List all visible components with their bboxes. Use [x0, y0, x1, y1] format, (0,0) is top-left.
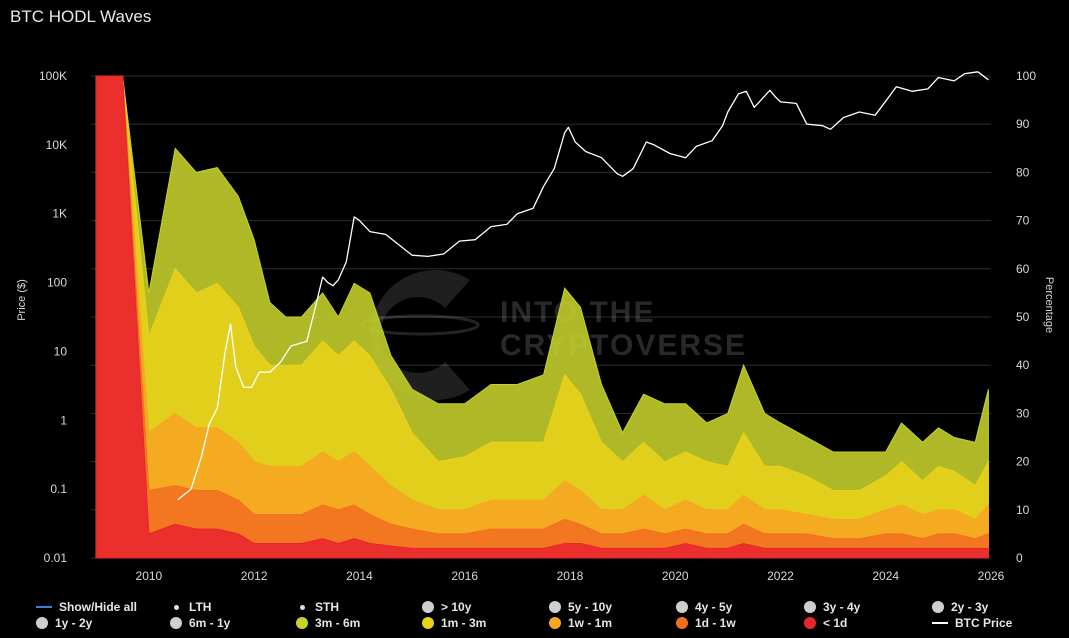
right-axis-title: Percentage [1043, 277, 1055, 333]
legend-item-6m-1y[interactable]: 6m - 1y [170, 616, 230, 630]
legend-label: 3y - 4y [823, 600, 861, 614]
legend-dot-marker [174, 604, 179, 610]
left-tick-label: 0.01 [44, 551, 68, 565]
legend-dot-marker [549, 601, 561, 613]
left-tick-label: 1 [60, 413, 67, 427]
legend-label: 3m - 6m [315, 616, 361, 630]
right-tick-label: 50 [1016, 310, 1030, 324]
legend-dot-marker [549, 617, 561, 629]
right-tick-label: 0 [1016, 551, 1023, 565]
left-tick-label: 0.1 [50, 482, 67, 496]
hodl-waves-chart: INTO THECRYPTOVERSE 20102012201420162018… [16, 69, 1055, 583]
x-tick-label: 2016 [451, 569, 478, 583]
legend-label: 1w - 1m [568, 616, 613, 630]
legend-dot-marker [296, 617, 308, 629]
legend-item-sth[interactable]: STH [296, 600, 339, 614]
legend-label: LTH [189, 600, 212, 614]
left-tick-label: 10K [46, 138, 67, 152]
right-tick-label: 70 [1016, 214, 1030, 228]
legend-label: 1y - 2y [55, 616, 93, 630]
legend-label: 1m - 3m [441, 616, 487, 630]
legend-dot-marker [676, 601, 688, 613]
x-tick-label: 2020 [662, 569, 689, 583]
legend-dot-marker [170, 617, 182, 629]
legend-dot-marker [36, 617, 48, 629]
x-tick-label: 2022 [767, 569, 794, 583]
left-tick-label: 10 [54, 344, 68, 358]
x-tick-label: 2024 [872, 569, 899, 583]
right-tick-label: 60 [1016, 262, 1030, 276]
legend-label: > 10y [441, 600, 472, 614]
left-tick-label: 1K [52, 207, 67, 221]
band-1m-3m [95, 75, 989, 559]
x-tick-label: 2010 [136, 569, 163, 583]
legend-label: BTC Price [955, 616, 1013, 630]
legend-item-1y-2y[interactable]: 1y - 2y [36, 616, 92, 630]
btc-price-line [177, 71, 989, 501]
legend-item-10y[interactable]: > 10y [422, 600, 471, 614]
legend-item-5y-10y[interactable]: 5y - 10y [549, 600, 612, 614]
right-tick-label: 30 [1016, 406, 1030, 420]
legend-line-marker [932, 622, 948, 624]
legend-dot-marker [804, 617, 816, 629]
right-tick-label: 80 [1016, 165, 1030, 179]
legend-label: 2y - 3y [951, 600, 989, 614]
legend-item-1d[interactable]: < 1d [804, 616, 847, 630]
left-axis-title: Price ($) [16, 279, 28, 321]
legend-dot-marker [300, 604, 305, 610]
legend-label: 1d - 1w [695, 616, 736, 630]
left-tick-label: 100K [39, 69, 67, 83]
legend-dot-marker [422, 617, 434, 629]
legend-label: STH [315, 600, 339, 614]
legend-item-btc-price[interactable]: BTC Price [932, 616, 1012, 630]
right-tick-label: 20 [1016, 455, 1030, 469]
legend-item-1m-3m[interactable]: 1m - 3m [422, 616, 486, 630]
left-tick-label: 100 [47, 276, 67, 290]
legend-label: < 1d [823, 616, 848, 630]
x-tick-label: 2018 [557, 569, 584, 583]
legend-label: 6m - 1y [189, 616, 231, 630]
legend-item-1w-1m[interactable]: 1w - 1m [549, 616, 612, 630]
right-tick-label: 10 [1016, 503, 1030, 517]
band-1d [95, 75, 989, 559]
legend-item-3y-4y[interactable]: 3y - 4y [804, 600, 860, 614]
x-axis-ticks: 2010 2012 2014 2016 2018 2020 2022 2024 2026 [136, 569, 1005, 583]
legend-dot-marker [932, 601, 944, 613]
legend-label: 4y - 5y [695, 600, 733, 614]
x-tick-label: 2026 [978, 569, 1005, 583]
x-tick-label: 2012 [241, 569, 268, 583]
legend-item-1d-1w[interactable]: 1d - 1w [676, 616, 736, 630]
legend-item-3m-6m[interactable]: 3m - 6m [296, 616, 360, 630]
band-1d-1w [95, 75, 989, 559]
btc-price-line-group [177, 71, 989, 501]
hodl-bands [95, 75, 989, 559]
legend-item-2y-3y[interactable]: 2y - 3y [932, 600, 988, 614]
legend-line-marker [36, 606, 52, 608]
x-tick-label: 2014 [346, 569, 373, 583]
right-tick-label: 100 [1016, 69, 1036, 83]
right-axis-ticks: 0 10 20 30 40 50 60 70 80 90 100 [1016, 69, 1036, 565]
chart-legend: Show/Hide all LTH STH > 10y 5y - 10y 4y - 5y 3… [0, 598, 1069, 638]
right-tick-label: 90 [1016, 117, 1030, 131]
legend-item-lth[interactable]: LTH [170, 600, 211, 614]
watermark-text: CRYPTOVERSE [500, 329, 747, 362]
chart-title: BTC HODL Waves [10, 7, 152, 26]
left-axis-ticks: 0.01 0.1 1 10 100 1K 10K 100K [39, 69, 67, 565]
legend-label: 5y - 10y [568, 600, 613, 614]
legend-dot-marker [676, 617, 688, 629]
legend-dot-marker [804, 601, 816, 613]
legend-dot-marker [422, 601, 434, 613]
legend-label: Show/Hide all [59, 600, 138, 614]
legend-item-show-hide-all[interactable]: Show/Hide all [36, 600, 137, 614]
legend-item-4y-5y[interactable]: 4y - 5y [676, 600, 732, 614]
right-tick-label: 40 [1016, 358, 1030, 372]
